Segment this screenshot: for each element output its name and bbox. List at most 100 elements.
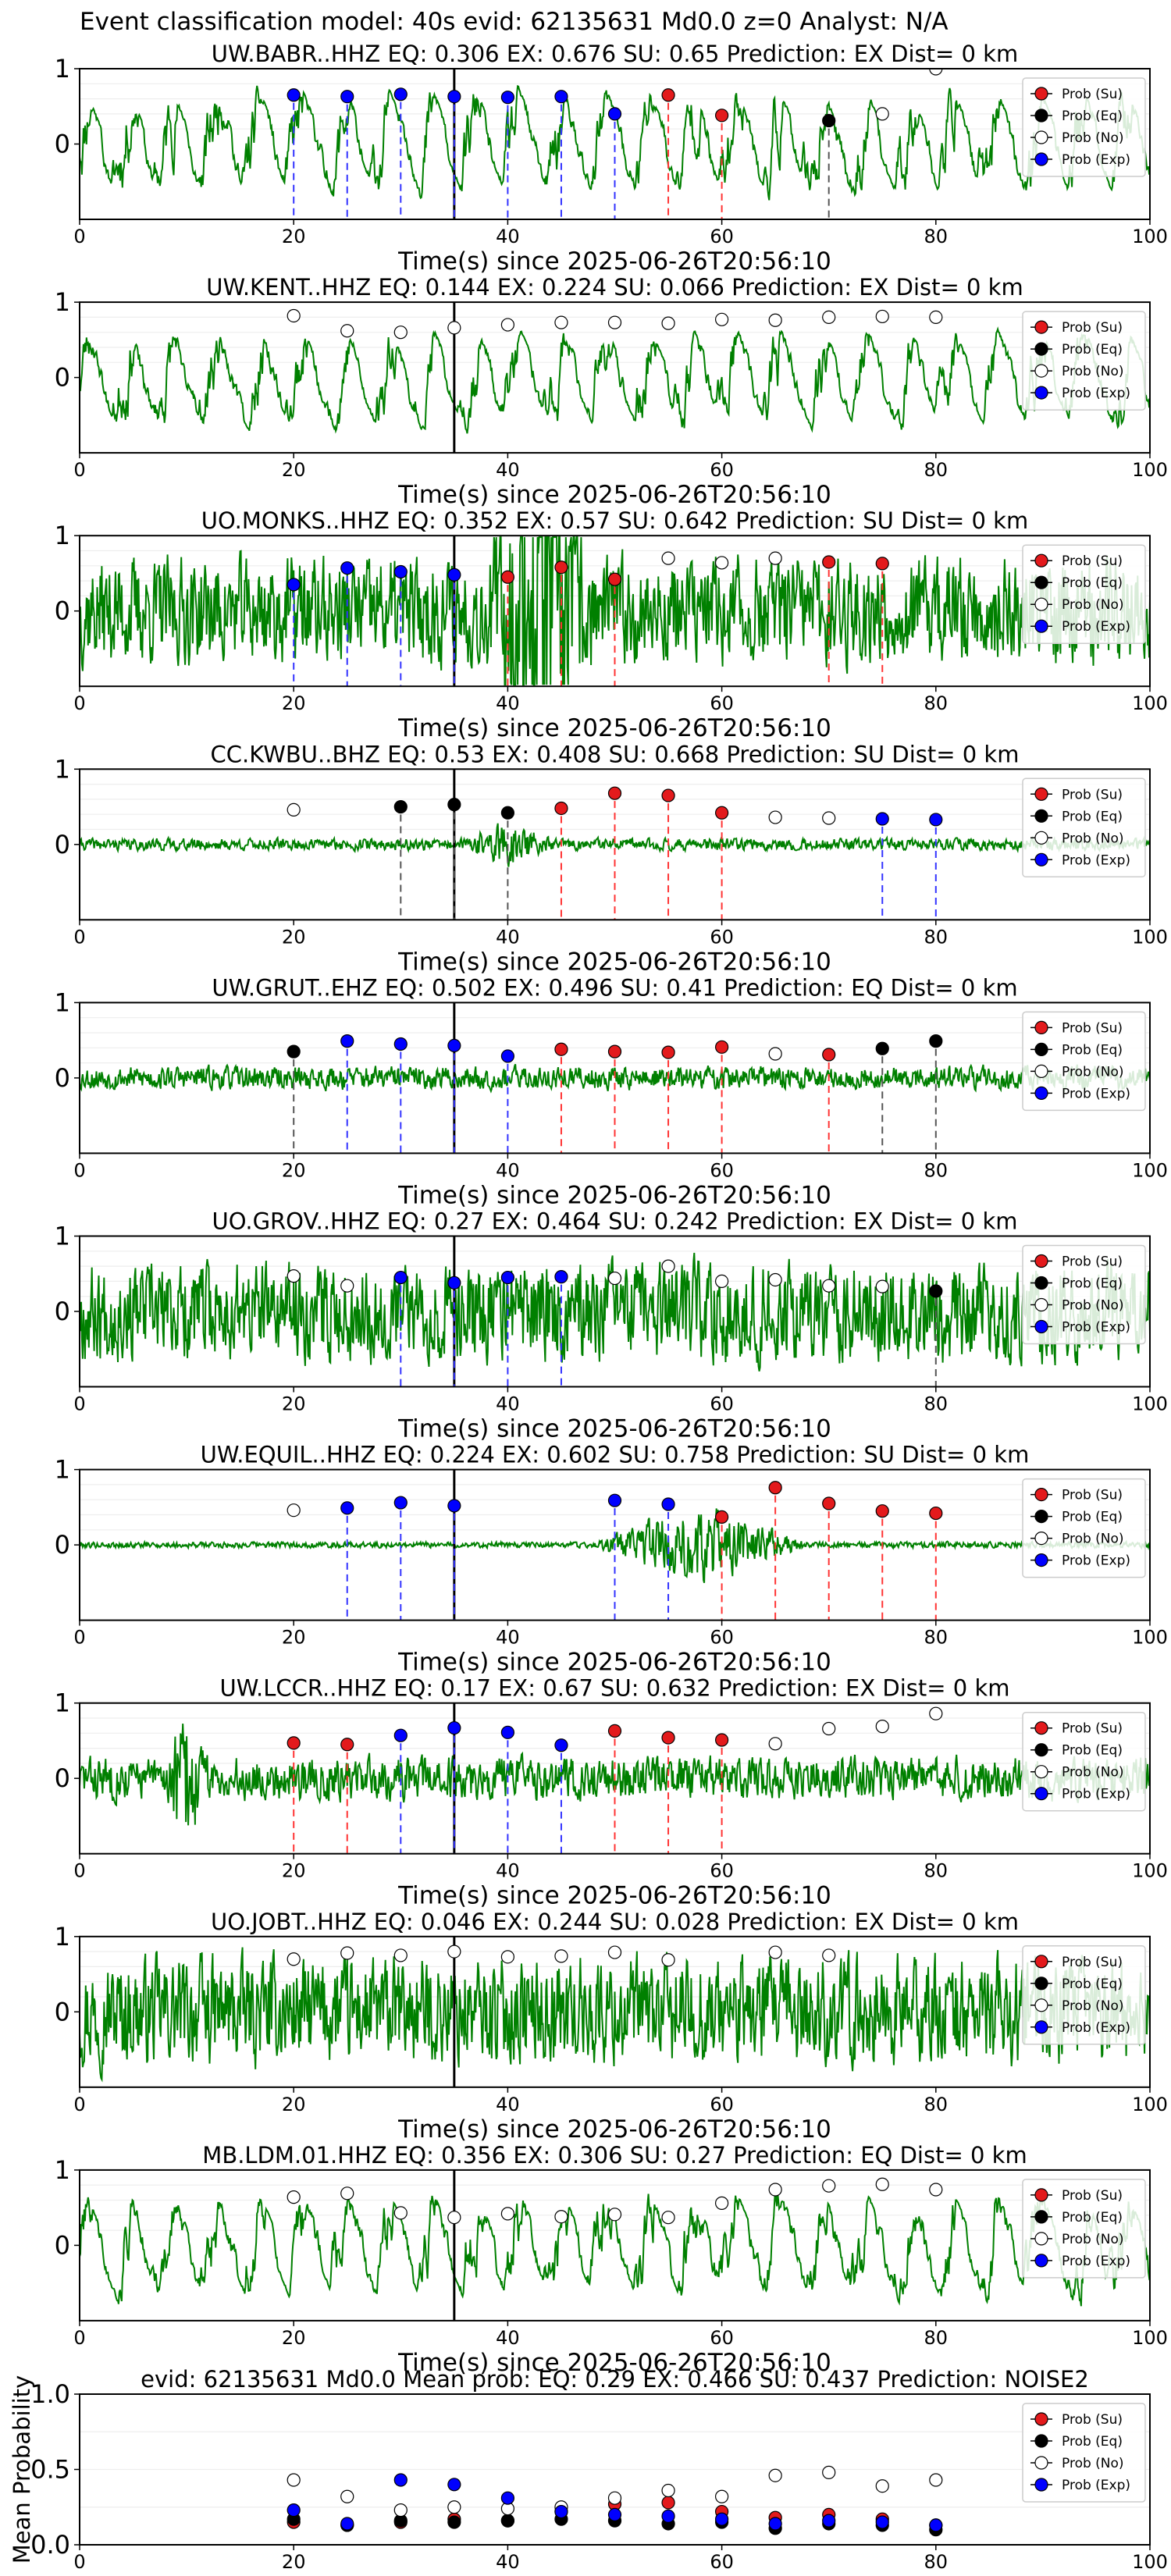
prob-point-no: [393, 326, 408, 340]
prob-point-no: [768, 313, 782, 327]
y-tick-label: 1: [55, 1455, 70, 1485]
prob-point-no: [393, 2206, 408, 2220]
legend-marker: [1034, 1319, 1048, 1334]
y-tick-label: 1: [55, 1922, 70, 1952]
mean-prob-point-no: [340, 2489, 354, 2503]
prob-point-no: [500, 318, 515, 332]
prob-point-eq: [875, 1041, 889, 1055]
prob-point-no: [714, 556, 729, 570]
legend-label: Prob (Exp): [1062, 619, 1130, 635]
prob-point-su: [554, 801, 568, 816]
prob-point-no: [554, 315, 568, 329]
prob-point-su: [607, 1044, 622, 1059]
legend-label: Prob (No): [1062, 1998, 1124, 2014]
legend-marker: [1034, 1042, 1048, 1057]
x-axis-label: Time(s) since 2025-06-26T20:56:10: [397, 2115, 831, 2144]
prob-point-no: [607, 315, 622, 329]
mean-prob-point-exp: [393, 2473, 408, 2487]
mean-prob-point-exp: [714, 2512, 729, 2526]
x-tick-label: 40: [496, 2094, 520, 2115]
legend-marker: [1034, 1955, 1048, 1969]
legend-label: Prob (Eq): [1062, 342, 1123, 358]
prob-point-no: [768, 1737, 782, 1751]
y-axis-label: Mean Probability: [9, 2375, 35, 2564]
legend: Prob (Su) Prob (Eq) Prob (No) Prob (Exp): [1022, 77, 1146, 177]
prob-point-no: [287, 1269, 301, 1283]
legend-marker: [1034, 553, 1048, 568]
prob-point-exp: [447, 1038, 461, 1053]
legend-label: Prob (Exp): [1062, 152, 1130, 168]
legend-label: Prob (Eq): [1062, 1743, 1123, 1759]
legend-label: Prob (Eq): [1062, 809, 1123, 824]
prob-point-su: [661, 88, 675, 102]
legend-marker: [1034, 1509, 1048, 1524]
legend-marker: [1034, 852, 1048, 866]
waveform-trace: [80, 1508, 1150, 1583]
mean-prob-point-exp: [661, 2509, 675, 2523]
waveform-trace: [80, 1947, 1150, 2083]
panel-title: UO.GROV..HHZ EQ: 0.27 EX: 0.464 SU: 0.24…: [212, 1208, 1017, 1235]
x-tick-label: 60: [710, 459, 734, 481]
legend-marker: [1034, 2232, 1048, 2246]
mean-prob-point-eq: [500, 2514, 515, 2528]
mean-prob-point-exp: [554, 2504, 568, 2519]
legend-label: Prob (Eq): [1062, 2434, 1123, 2450]
prob-point-exp: [929, 813, 943, 827]
x-tick-label: 20: [282, 2094, 306, 2115]
x-tick-label: 100: [1132, 1627, 1168, 1649]
prob-point-exp: [607, 107, 622, 121]
x-tick-label: 40: [496, 1860, 520, 1882]
y-tick-label: 1: [55, 987, 70, 1017]
prob-point-no: [340, 2186, 354, 2201]
y-tick-label: 0: [55, 1997, 70, 2026]
x-tick-label: 0: [73, 692, 85, 714]
prob-point-exp: [554, 1270, 568, 1284]
x-tick-label: 80: [924, 459, 949, 481]
plot-area: [80, 69, 1150, 219]
prob-point-no: [287, 2190, 301, 2204]
x-tick-label: 80: [924, 926, 949, 948]
x-tick-label: 60: [710, 1860, 734, 1882]
prob-point-su: [607, 786, 622, 800]
prob-point-exp: [554, 1738, 568, 1752]
waveform-trace: [80, 1252, 1150, 1372]
mean-prob-point-no: [929, 2473, 943, 2487]
x-tick-label: 40: [496, 2327, 520, 2349]
prob-point-no: [714, 312, 729, 326]
prob-point-su: [554, 1042, 568, 1056]
prob-point-exp: [447, 1499, 461, 1513]
x-tick-label: 100: [1132, 692, 1168, 714]
legend-marker: [1034, 2188, 1048, 2202]
x-tick-label: 60: [710, 926, 734, 948]
legend-marker: [1034, 1765, 1048, 1779]
plot-area: [80, 769, 1150, 920]
prob-point-no: [875, 107, 889, 121]
mean-prob-point-exp: [822, 2514, 836, 2528]
legend-label: Prob (Su): [1062, 1955, 1123, 1970]
legend-box: [1022, 2403, 1146, 2503]
mean-prob-point-exp: [340, 2517, 354, 2531]
prob-point-no: [340, 324, 354, 338]
x-tick-label: 0: [73, 459, 85, 481]
legend: Prob (Su) Prob (Eq) Prob (No) Prob (Exp): [1022, 1945, 1146, 2045]
legend-label: Prob (Exp): [1062, 852, 1130, 868]
legend-label: Prob (Su): [1062, 87, 1123, 102]
legend-label: Prob (Exp): [1062, 1553, 1130, 1569]
prob-point-eq: [287, 1044, 301, 1059]
legend-label: Prob (No): [1062, 1298, 1124, 1314]
legend-marker: [1034, 2254, 1048, 2268]
prob-point-no: [929, 1706, 943, 1720]
prob-point-su: [340, 1738, 354, 1752]
x-tick-label: 100: [1132, 2327, 1168, 2349]
x-tick-label: 40: [496, 459, 520, 481]
legend-label: Prob (Eq): [1062, 2210, 1123, 2226]
legend-label: Prob (No): [1062, 364, 1124, 379]
x-tick-label: 100: [1132, 226, 1168, 247]
station-panel: UW.EQUIL..HHZ EQ: 0.224 EX: 0.602 SU: 0.…: [55, 1442, 1168, 1677]
x-tick-label: 20: [282, 1627, 306, 1649]
legend-marker: [1034, 2434, 1048, 2448]
y-tick-label: 0.0: [30, 2530, 70, 2560]
legend: Prob (Su) Prob (Eq) Prob (No) Prob (Exp): [1022, 2403, 1146, 2503]
x-tick-label: 60: [710, 2551, 734, 2573]
prob-point-exp: [875, 812, 889, 826]
